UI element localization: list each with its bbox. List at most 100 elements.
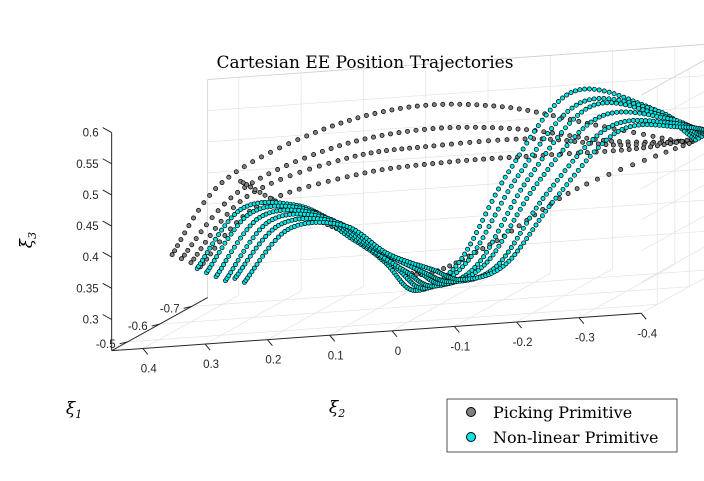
data-point bbox=[487, 256, 493, 262]
data-point bbox=[188, 260, 194, 266]
data-point bbox=[228, 269, 234, 275]
y-tick-label: 0.2 bbox=[265, 355, 281, 367]
data-point bbox=[618, 147, 624, 153]
data-point bbox=[496, 186, 501, 192]
data-point bbox=[241, 216, 247, 221]
data-point bbox=[648, 144, 654, 150]
data-point bbox=[465, 246, 471, 252]
data-point bbox=[415, 145, 420, 150]
y-tick-label: 0 bbox=[395, 346, 401, 358]
data-point bbox=[247, 239, 253, 245]
data-point bbox=[422, 126, 427, 132]
data-point bbox=[263, 249, 269, 255]
grid-line bbox=[127, 304, 658, 343]
data-point bbox=[631, 104, 637, 110]
data-point bbox=[462, 251, 468, 257]
data-point bbox=[311, 152, 317, 158]
data-point bbox=[610, 142, 616, 148]
data-point bbox=[482, 102, 488, 108]
y-tick-mark bbox=[267, 339, 273, 346]
data-point bbox=[518, 244, 524, 250]
data-point bbox=[266, 230, 272, 236]
data-point bbox=[641, 145, 647, 151]
data-point bbox=[508, 245, 514, 251]
data-point bbox=[555, 135, 560, 141]
data-point bbox=[568, 90, 574, 96]
data-point bbox=[484, 249, 489, 255]
data-point bbox=[601, 96, 607, 101]
z-tick-label: 0.3 bbox=[83, 315, 99, 327]
data-point bbox=[221, 201, 227, 207]
data-point bbox=[307, 166, 313, 172]
data-point bbox=[614, 109, 620, 115]
data-point bbox=[623, 109, 629, 115]
data-point bbox=[618, 142, 624, 148]
data-point bbox=[566, 163, 572, 169]
data-point bbox=[672, 146, 678, 152]
data-point bbox=[587, 153, 593, 159]
data-point bbox=[316, 181, 321, 187]
data-point bbox=[457, 101, 463, 107]
data-point bbox=[673, 139, 679, 145]
data-point bbox=[458, 140, 464, 146]
grid-line bbox=[207, 75, 704, 112]
data-point bbox=[406, 104, 412, 110]
data-point bbox=[440, 142, 446, 148]
data-point bbox=[615, 128, 621, 134]
data-point bbox=[275, 234, 281, 240]
data-point bbox=[234, 240, 240, 246]
data-point bbox=[618, 109, 624, 115]
data-point bbox=[570, 158, 576, 164]
y-tick-label: -0.4 bbox=[637, 328, 657, 340]
data-point bbox=[241, 164, 247, 170]
data-point bbox=[245, 257, 250, 263]
data-point bbox=[260, 253, 266, 259]
data-point bbox=[198, 246, 204, 252]
data-point bbox=[481, 262, 487, 268]
y-tick-mark bbox=[329, 334, 336, 342]
data-point bbox=[238, 219, 244, 225]
data-point bbox=[564, 182, 570, 188]
data-point bbox=[580, 126, 586, 132]
data-point bbox=[521, 240, 527, 246]
data-point bbox=[527, 215, 533, 221]
data-point bbox=[489, 156, 495, 161]
data-point bbox=[269, 227, 275, 233]
data-point bbox=[526, 157, 532, 163]
grid-line bbox=[207, 137, 704, 174]
data-point bbox=[231, 244, 237, 250]
data-point bbox=[449, 141, 454, 147]
data-point bbox=[572, 88, 578, 94]
data-point bbox=[628, 109, 633, 115]
data-point bbox=[260, 185, 266, 190]
data-point bbox=[247, 253, 253, 259]
data-point bbox=[541, 172, 547, 177]
data-point bbox=[448, 101, 454, 107]
data-point bbox=[509, 163, 515, 169]
data-point bbox=[430, 126, 436, 132]
data-point bbox=[563, 125, 568, 131]
data-point bbox=[518, 187, 524, 193]
data-point bbox=[321, 126, 327, 132]
data-point bbox=[522, 136, 528, 142]
data-point bbox=[379, 167, 385, 173]
data-point bbox=[654, 143, 660, 149]
data-point bbox=[530, 227, 536, 233]
data-point bbox=[499, 180, 505, 186]
data-point bbox=[641, 157, 647, 163]
data-point bbox=[576, 119, 582, 124]
data-point bbox=[202, 254, 208, 260]
data-point bbox=[572, 139, 578, 144]
y-tick-mark bbox=[578, 317, 585, 324]
data-point bbox=[257, 227, 262, 233]
data-point bbox=[536, 217, 542, 223]
data-point bbox=[559, 130, 564, 136]
data-point bbox=[604, 100, 610, 106]
data-point bbox=[602, 148, 608, 154]
data-point bbox=[513, 136, 519, 142]
data-point bbox=[637, 110, 643, 116]
data-point bbox=[547, 145, 553, 151]
data-point bbox=[222, 233, 228, 238]
data-point bbox=[512, 178, 518, 184]
data-point bbox=[686, 140, 692, 146]
